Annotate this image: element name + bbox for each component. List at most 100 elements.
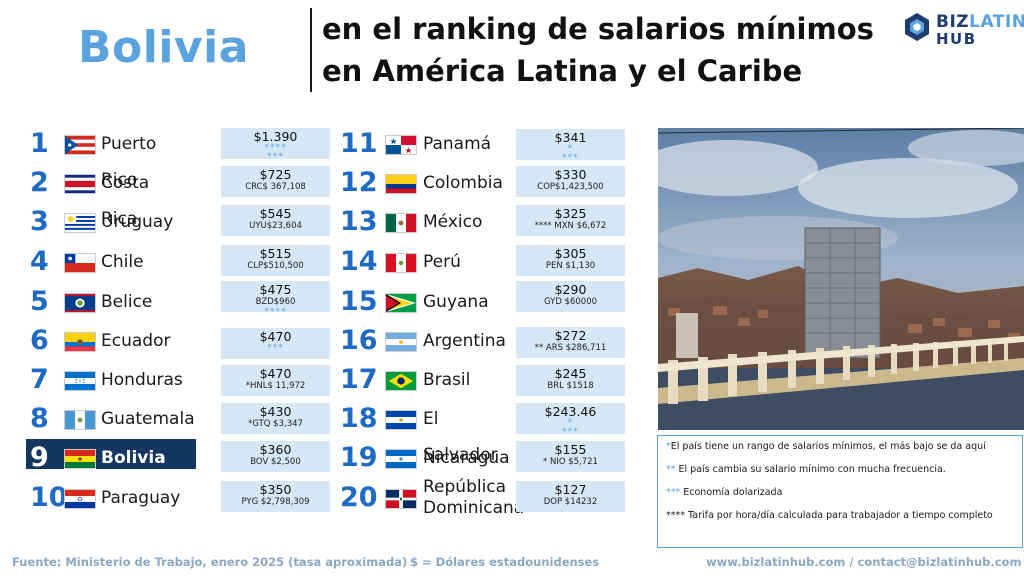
note-2: ** El país cambia su salario mínimo con …: [666, 464, 946, 475]
salary-local: BRL $1518: [547, 381, 594, 391]
title-line-2: en América Latina y el Caribe: [322, 54, 803, 88]
salary-usd: $470: [259, 329, 292, 344]
footer-source: Fuente: Ministerio de Trabajo, enero 202…: [12, 555, 408, 569]
country-title: Bolivia: [78, 22, 249, 73]
note-1: *El país tiene un rango de salarios míni…: [666, 441, 986, 452]
rank-number: 5: [30, 286, 49, 317]
paraguay-flag-icon: [64, 489, 96, 509]
country-name: Honduras: [101, 370, 183, 390]
rank-number: 13: [340, 206, 378, 237]
country-name: El Salvador: [423, 409, 498, 465]
logo-text-top: BIZLATIN: [936, 12, 1024, 32]
salary-local: * NIO $5,721: [543, 457, 598, 467]
salary-box-paraguay: $350 PYG $2,798,309: [221, 481, 330, 512]
honduras-flag-icon: [64, 371, 96, 391]
chile-flag-icon: [64, 253, 96, 273]
salary-box-uruguay: $545 UYU$23,604: [221, 205, 330, 236]
rank-number: 11: [340, 128, 378, 159]
salary-box-belice: $475 BZD$960 ****: [221, 281, 330, 317]
salary-usd: $245: [554, 366, 587, 381]
guyana-flag-icon: [385, 293, 417, 313]
title-line-1: en el ranking de salarios mínimos: [322, 12, 874, 46]
salary-box-republica-dominicana: $127 DOP $14232: [516, 481, 625, 512]
salary-footnote-marks: * ***: [562, 144, 579, 163]
rank-number: 8: [30, 403, 49, 434]
salary-box-honduras: $470 *HNL$ 11,972: [221, 365, 330, 396]
salary-local: BOV $2,500: [250, 457, 301, 467]
rank-number: 20: [340, 482, 378, 513]
salary-usd: $290: [554, 282, 587, 297]
salary-local: GYD $60000: [543, 297, 598, 307]
rank-number: 14: [340, 246, 378, 277]
salary-usd: $330: [554, 167, 587, 182]
republica-dominicana-flag-icon: [385, 489, 417, 509]
bizlatinhub-logo[interactable]: BIZLATIN HUB: [903, 10, 1024, 50]
salary-box-colombia: $330 COP$1,423,500: [516, 166, 625, 197]
salary-usd: $127: [554, 482, 587, 497]
country-name: Chile: [101, 252, 144, 272]
salary-local: ** ARS $286,711: [534, 343, 607, 353]
country-name: República Dominicana: [423, 477, 525, 518]
rank-number: 7: [30, 364, 49, 395]
salary-usd: $350: [259, 482, 292, 497]
brasil-flag-icon: [385, 371, 417, 391]
salary-footnote-marks: * ***: [562, 418, 579, 437]
salary-box-puerto-rico: $1.390 **** ***: [221, 128, 330, 162]
rank-number: 17: [340, 364, 378, 395]
rank-number: 9: [30, 442, 49, 473]
costa-rica-flag-icon: [64, 174, 96, 194]
salary-local: UYU$23,604: [249, 221, 302, 231]
salary-usd: $272: [554, 328, 587, 343]
country-name: Guatemala: [101, 409, 195, 429]
salary-usd: $515: [259, 246, 292, 261]
salary-box-ecuador: $470 ***: [221, 328, 330, 359]
country-name: Nicaragua: [423, 448, 510, 468]
rank-number: 4: [30, 246, 49, 277]
salary-footnote-marks: ****: [264, 307, 287, 317]
country-name: Brasil: [423, 370, 471, 390]
salary-box-guyana: $290 GYD $60000: [516, 281, 625, 312]
salary-usd: $725: [259, 167, 292, 182]
country-name: Costa Rica: [101, 173, 150, 229]
country-name: Paraguay: [101, 488, 181, 508]
country-name: Ecuador: [101, 331, 171, 351]
salary-local: *GTQ $3,347: [248, 419, 303, 429]
logo-hexagon-icon: [905, 13, 929, 41]
salary-usd: $1.390: [253, 129, 298, 144]
country-name: Panamá: [423, 134, 492, 154]
logo-text-bottom: HUB: [936, 30, 977, 48]
note-4: **** Tarifa por hora/día calculada para …: [666, 510, 993, 521]
salary-local: DOP $14232: [543, 497, 598, 507]
la-paz-photo: [658, 128, 1024, 430]
salary-usd: $305: [554, 246, 587, 261]
footer-currency: $ = Dólares estadounidenses: [410, 555, 600, 569]
page-title: en el ranking de salarios mínimos en Amé…: [322, 8, 874, 92]
rank-number: 19: [340, 442, 378, 473]
guatemala-flag-icon: [64, 410, 96, 430]
salary-usd: $360: [259, 442, 292, 457]
rank-number: 10: [30, 482, 68, 513]
belice-flag-icon: [64, 293, 96, 313]
salary-usd: $341: [554, 130, 587, 145]
salary-usd: $430: [259, 404, 292, 419]
salary-usd: $243.46: [544, 404, 597, 419]
salary-box-nicaragua: $155 * NIO $5,721: [516, 441, 625, 472]
rank-number: 3: [30, 206, 49, 237]
rank-number: 6: [30, 325, 49, 356]
salary-footnote-marks: **** ***: [264, 143, 287, 162]
note-3: *** Economía dolarizada: [666, 487, 783, 498]
footer-contact[interactable]: www.bizlatinhub.com / contact@bizlatinhu…: [706, 555, 1022, 569]
footnotes-box: *El país tiene un rango de salarios míni…: [657, 435, 1023, 548]
bolivia-flag-icon: [64, 449, 96, 469]
rank-number: 15: [340, 286, 378, 317]
salary-box-guatemala: $430 *GTQ $3,347: [221, 403, 330, 434]
salary-box-costa-rica: $725 CRC$ 367,108: [221, 166, 330, 197]
country-name: Perú: [423, 252, 461, 272]
country-name: Argentina: [423, 331, 506, 351]
salary-local: PEN $1,130: [545, 261, 596, 271]
country-name: Uruguay: [101, 212, 174, 232]
el-salvador-flag-icon: [385, 410, 417, 430]
salary-usd: $155: [554, 442, 587, 457]
salary-box-el-salvador: $243.46 * ***: [516, 403, 625, 437]
salary-box-panama: $341 * ***: [516, 129, 625, 163]
